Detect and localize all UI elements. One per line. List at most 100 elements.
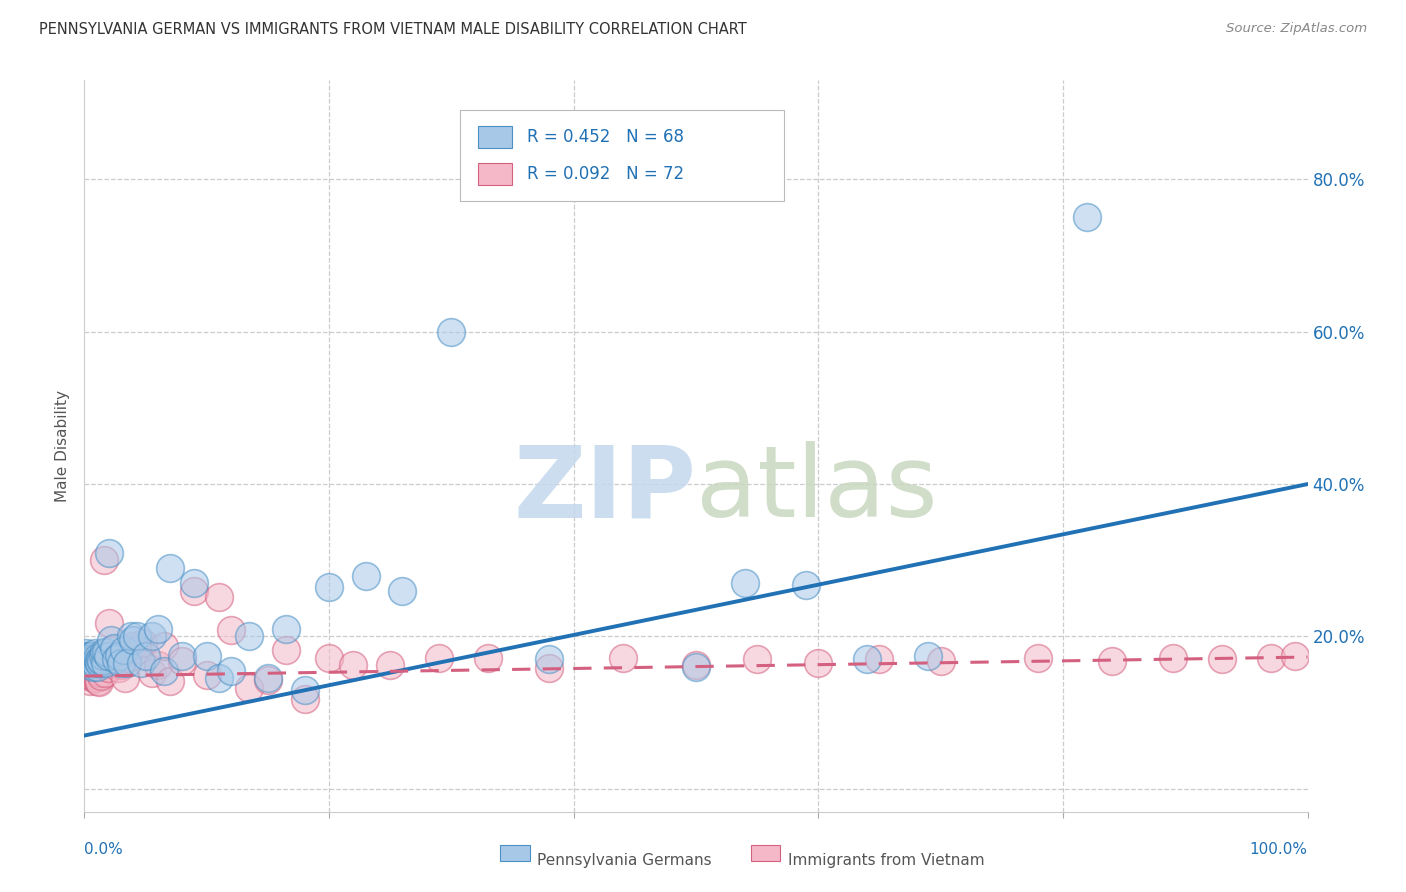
Point xyxy=(82,660,104,674)
Point xyxy=(75,646,97,660)
Point xyxy=(84,664,107,678)
Point xyxy=(538,661,561,675)
Point xyxy=(120,630,142,644)
Point xyxy=(80,656,103,670)
Point xyxy=(79,673,101,688)
Point xyxy=(1211,652,1233,666)
Point xyxy=(90,669,112,683)
Point xyxy=(141,630,163,644)
Point xyxy=(141,666,163,681)
Point xyxy=(80,666,103,681)
Point xyxy=(87,673,110,688)
Point xyxy=(87,654,110,668)
Point xyxy=(153,639,176,653)
Point xyxy=(159,561,181,575)
Point xyxy=(83,650,105,665)
Point xyxy=(122,633,145,648)
Point xyxy=(917,648,939,663)
Point xyxy=(96,645,118,659)
Point xyxy=(734,576,756,591)
Point xyxy=(107,661,129,675)
Point xyxy=(104,654,127,668)
Point xyxy=(238,681,260,695)
Point xyxy=(129,656,152,670)
Point xyxy=(807,656,830,670)
Point xyxy=(79,658,101,673)
Point xyxy=(257,672,280,686)
Point xyxy=(294,682,316,697)
Point xyxy=(82,664,104,678)
Point xyxy=(80,652,103,666)
Point xyxy=(794,577,817,591)
Point xyxy=(146,658,169,673)
Point xyxy=(276,643,298,657)
Point xyxy=(1284,648,1306,663)
FancyBboxPatch shape xyxy=(478,127,513,148)
Point xyxy=(195,648,218,663)
Point xyxy=(1161,650,1184,665)
Point xyxy=(97,546,120,560)
Point xyxy=(77,661,100,675)
Point xyxy=(76,648,98,663)
FancyBboxPatch shape xyxy=(478,163,513,185)
Point xyxy=(91,648,114,663)
Point xyxy=(195,667,218,681)
Text: 100.0%: 100.0% xyxy=(1250,842,1308,857)
Point xyxy=(86,672,108,686)
Point xyxy=(76,650,98,665)
Point xyxy=(342,658,364,673)
Text: R = 0.452   N = 68: R = 0.452 N = 68 xyxy=(527,128,685,146)
Text: Pennsylvania Germans: Pennsylvania Germans xyxy=(537,853,711,868)
Point xyxy=(685,660,707,674)
Point xyxy=(94,666,117,681)
Point xyxy=(122,639,145,653)
Point xyxy=(76,669,98,683)
Point xyxy=(91,658,114,673)
Point xyxy=(869,652,891,666)
Point xyxy=(685,658,707,673)
Point xyxy=(89,666,111,681)
Point xyxy=(93,645,115,659)
Point xyxy=(83,672,105,686)
Point xyxy=(77,654,100,668)
Point xyxy=(747,652,769,666)
Point xyxy=(208,590,231,604)
Point xyxy=(153,664,176,678)
Point xyxy=(93,553,115,567)
Point xyxy=(110,656,132,670)
Point xyxy=(96,650,118,665)
FancyBboxPatch shape xyxy=(460,110,785,201)
Point xyxy=(380,658,402,673)
Point xyxy=(79,652,101,666)
Point xyxy=(294,692,316,706)
Point xyxy=(477,650,499,665)
Text: Immigrants from Vietnam: Immigrants from Vietnam xyxy=(787,853,984,868)
Point xyxy=(1260,650,1282,665)
Point xyxy=(219,664,242,678)
Point xyxy=(76,664,98,678)
Point xyxy=(391,583,413,598)
Point xyxy=(82,658,104,673)
Point xyxy=(929,654,952,668)
Point xyxy=(76,654,98,668)
Point xyxy=(77,650,100,665)
Point xyxy=(183,583,205,598)
Point xyxy=(83,669,105,683)
Point xyxy=(276,622,298,636)
Point xyxy=(219,624,242,638)
Text: Source: ZipAtlas.com: Source: ZipAtlas.com xyxy=(1226,22,1367,36)
Point xyxy=(75,666,97,681)
Point xyxy=(89,652,111,666)
Point xyxy=(87,675,110,690)
Point xyxy=(105,652,128,666)
Point xyxy=(612,650,634,665)
Point xyxy=(112,643,135,657)
Point xyxy=(135,648,157,663)
Point xyxy=(257,673,280,687)
Point xyxy=(172,654,194,668)
Point xyxy=(77,652,100,666)
Point xyxy=(125,630,148,644)
Point xyxy=(146,622,169,636)
Point xyxy=(100,643,122,657)
Point xyxy=(94,656,117,670)
